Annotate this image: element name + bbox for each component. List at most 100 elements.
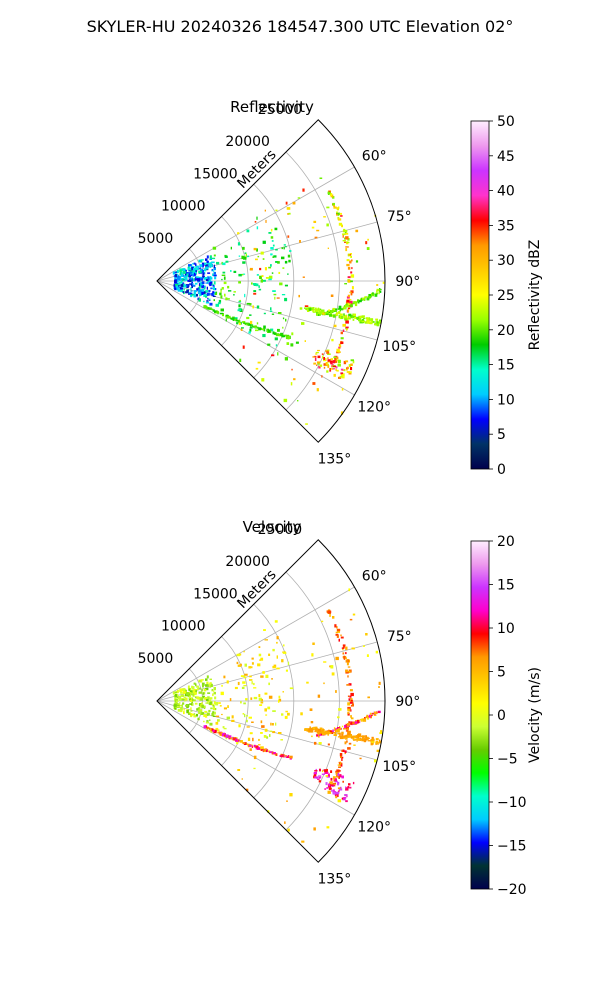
radar-gate [254,221,257,223]
radar-gate [304,307,308,309]
radar-gate [213,691,216,695]
radar-gate [338,776,340,779]
radar-gate [189,283,191,286]
colorbar-tick-label: −5 [497,752,518,768]
radar-gate [209,685,212,688]
radar-gate [237,681,240,686]
radar-gate [346,662,349,666]
radar-gate [347,309,350,313]
radar-gate [259,275,262,279]
radar-gate [192,699,196,702]
radar-gate [233,270,237,273]
radar-gate [309,729,312,733]
radar-gate [345,730,349,732]
radar-gate [350,697,352,699]
radar-gate [368,714,371,718]
radar-gate [213,264,215,269]
radar-gate [309,726,311,729]
radar-gate [321,310,324,313]
radar-gate [306,728,310,731]
radar-gate [337,799,342,803]
radar-gate [342,652,345,655]
radar-gate [344,241,348,243]
range-tick-label: 15000 [193,586,238,602]
radar-gate [267,343,271,346]
radar-gate [225,318,227,322]
radar-gate [188,264,192,267]
radar-gate [178,704,182,707]
radar-gate [176,705,180,708]
radar-gate [212,285,215,287]
sector-outline [156,539,386,863]
radar-gate [206,301,210,304]
radar-gate [340,308,342,311]
radar-gate [208,262,210,266]
radar-gate [270,722,272,726]
radar-gate [265,714,268,716]
radar-gate [268,275,273,279]
radar-gate [330,368,334,370]
radar-gate [348,313,352,317]
radar-gate [360,735,363,738]
radar-gate [363,736,365,740]
radar-gate [292,201,296,205]
radar-gate [176,287,180,291]
radar-gate [243,676,247,679]
radar-gate [233,294,235,296]
radar-gate [245,743,248,745]
radar-gate [220,308,224,312]
radar-gate [344,318,347,321]
radar-gate [277,352,279,356]
radar-gate [341,308,344,311]
radar-gate [199,292,201,295]
radar-gate [345,786,347,789]
radar-gate [187,279,190,282]
radar-gate [210,293,213,295]
radar-gate [212,291,215,294]
radar-gate [289,687,294,690]
radar-gate [193,262,196,265]
radar-gate [242,261,246,264]
radar-gate [251,324,253,327]
radar-gate [332,202,335,206]
radar-gate [188,713,191,715]
radar-gate [341,758,343,761]
radar-gate [243,702,246,705]
radar-gate [212,706,215,710]
colorbar-tick-label: 20 [497,323,515,339]
radar-gate [338,788,343,791]
radar-gate [191,685,193,689]
radar-gate [370,320,373,323]
colorbar-tick-label: 45 [497,149,515,165]
radar-gate [319,727,323,731]
radar-gate [273,664,277,667]
radar-gate [344,794,348,796]
radar-gate [227,315,231,319]
radar-gate [285,336,288,340]
radar-gate [200,289,202,291]
radar-gate [336,774,340,778]
radar-gate [307,308,310,312]
radar-gate [205,282,209,284]
radar-gate [212,286,215,290]
radar-gate [357,299,360,303]
radar-gate [287,712,290,716]
radar-gate [272,244,275,247]
radar-gate [346,371,350,373]
radar-gate [253,696,258,700]
radar-gate [341,315,344,319]
radar-gate [287,661,290,666]
radar-gate [271,354,275,357]
radar-gate [361,738,365,742]
radar-gate [343,655,346,659]
radar-gate [318,313,320,316]
radar-gate [318,742,322,745]
radar-gate [209,258,212,260]
radar-gate [195,263,197,267]
radar-gate [193,713,196,715]
radar-gate [248,331,251,334]
radar-gate [347,723,350,727]
angle-tick-label: 90° [395,694,420,710]
radar-gate [207,277,210,280]
radar-gate [281,256,285,260]
